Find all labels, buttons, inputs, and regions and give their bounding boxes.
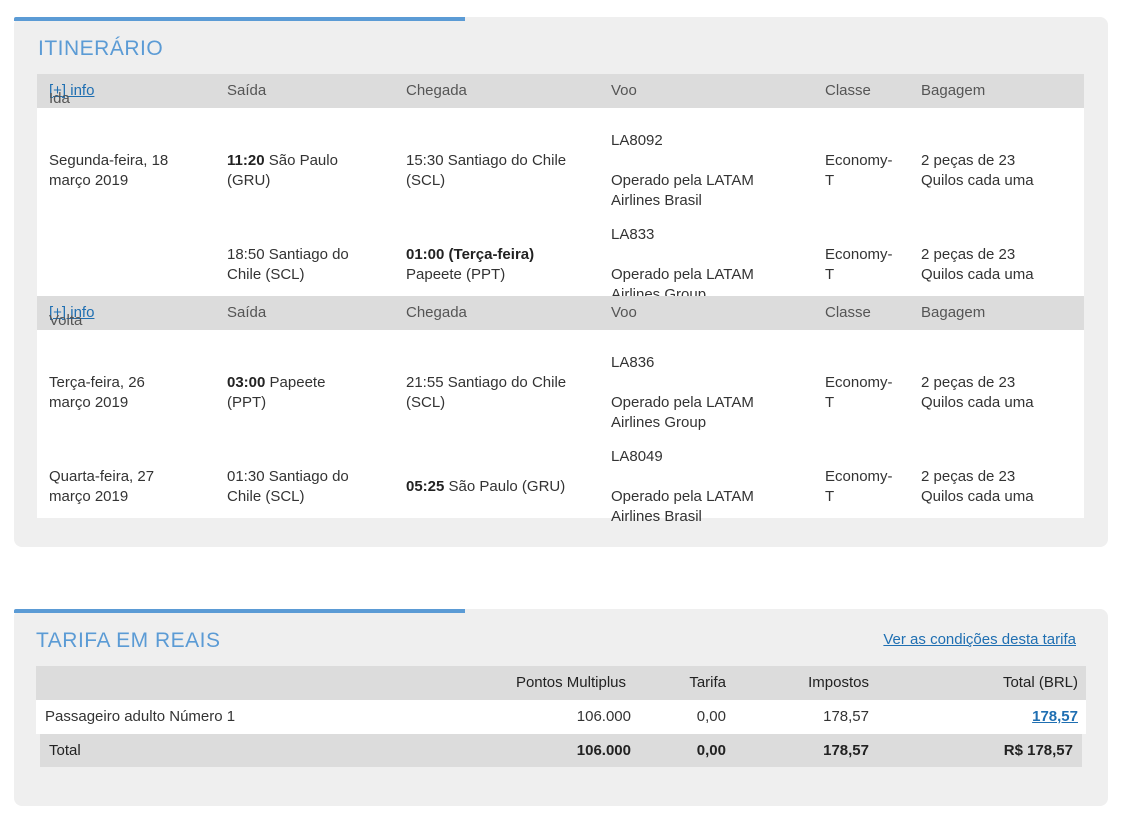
fare-table: Pontos Multiplus Tarifa Impostos Total (… [36, 666, 1086, 769]
total-taxes: 178,57 [823, 742, 869, 759]
fare-title: TARIFA EM REAIS [36, 629, 221, 652]
arrival-time: 01:00 (Terça-feira) [406, 246, 535, 263]
passenger-total-link[interactable]: 178,57 [1032, 708, 1078, 725]
flight-cell: LA836 Operado pela LATAM Airlines Group [611, 354, 754, 431]
departure-time: 11:20 [227, 152, 265, 169]
header-flight: Voo [611, 304, 637, 321]
outbound-header-row: Ida [+] info Saída Chegada Voo Classe Ba… [37, 74, 1084, 108]
total-amount: R$ 178,57 [1003, 742, 1073, 759]
passenger-row: Passageiro adulto Número 1 106.000 0,00 … [36, 700, 1086, 734]
header-fare: Tarifa [689, 674, 726, 691]
header-flight: Voo [611, 82, 637, 99]
arrival-cell: 01:00 (Terça-feira) Papeete (PPT) [406, 246, 535, 283]
fare-conditions-link[interactable]: Ver as condições desta tarifa [883, 631, 1076, 648]
flight-number: LA8049 [611, 448, 663, 465]
outbound-label: Ida [49, 90, 70, 107]
passenger-taxes: 178,57 [823, 708, 869, 725]
return-info-link[interactable]: [+] info [49, 304, 95, 321]
arrival-cell: 15:30 Santiago do Chile (SCL) [406, 152, 567, 189]
header-baggage: Bagagem [921, 82, 986, 99]
panel-accent-bar [14, 17, 465, 21]
flight-date: Terça-feira, 26 março 2019 [49, 374, 145, 411]
departure-cell: 11:20 São Paulo (GRU) [227, 152, 338, 189]
baggage-cell: 2 peças de 23 Quilos cada uma [921, 152, 1034, 189]
header-total: Total (BRL) [1002, 674, 1078, 691]
flight-number: LA836 [611, 354, 655, 371]
baggage-cell: 2 peças de 23 Quilos cada uma [921, 468, 1034, 505]
outbound-info-link[interactable]: [+] info [49, 82, 95, 99]
class-cell: Economy- T [825, 468, 893, 505]
panel-accent-bar [14, 609, 465, 613]
flight-date: Segunda-feira, 18 março 2019 [49, 152, 169, 189]
return-header-row: Volta [+] info Saída Chegada Voo Classe … [37, 296, 1084, 330]
flight-cell: LA8049 Operado pela LATAM Airlines Brasi… [611, 448, 754, 525]
itinerary-panel: ITINERÁRIO Ida [+] info Saída Chegada Vo… [14, 17, 1108, 547]
flight-number: LA8092 [611, 132, 663, 149]
flight-cell: LA833 Operado pela LATAM Airlines Group [611, 226, 754, 303]
departure-cell: 18:50 Santiago do Chile (SCL) [227, 246, 349, 283]
class-cell: Economy- T [825, 152, 893, 189]
total-points: 106.000 [576, 742, 631, 759]
header-points: Pontos Multiplus [515, 674, 626, 691]
header-taxes: Impostos [808, 674, 869, 691]
header-class: Classe [825, 82, 871, 99]
baggage-cell: 2 peças de 23 Quilos cada uma [921, 374, 1034, 411]
itinerary-title: ITINERÁRIO [38, 37, 164, 60]
header-arrival: Chegada [406, 304, 467, 321]
return-label: Volta [49, 312, 83, 329]
flight-cell: LA8092 Operado pela LATAM Airlines Brasi… [611, 132, 754, 209]
fare-header-row: Pontos Multiplus Tarifa Impostos Total (… [36, 666, 1086, 700]
total-fare: 0,00 [696, 742, 726, 759]
class-cell: Economy- T [825, 246, 893, 283]
itinerary-table: Ida [+] info Saída Chegada Voo Classe Ba… [37, 74, 1084, 525]
total-label: Total [49, 742, 81, 759]
class-cell: Economy- T [825, 374, 893, 411]
header-departure: Saída [227, 82, 267, 99]
departure-cell: 01:30 Santiago do Chile (SCL) [227, 468, 349, 505]
passenger-label: Passageiro adulto Número 1 [45, 708, 236, 725]
total-row: Total 106.000 0,00 178,57 R$ 178,57 [40, 734, 1082, 767]
passenger-fare: 0,00 [696, 708, 726, 725]
arrival-time: 05:25 [406, 478, 445, 495]
departure-cell: 03:00 Papeete (PPT) [227, 374, 326, 411]
arrival-cell: 05:25 São Paulo (GRU) [406, 478, 566, 495]
baggage-cell: 2 peças de 23 Quilos cada uma [921, 246, 1034, 283]
departure-time: 03:00 [227, 374, 266, 391]
arrival-cell: 21:55 Santiago do Chile (SCL) [406, 374, 567, 411]
flight-number: LA833 [611, 226, 655, 243]
fare-panel: TARIFA EM REAIS Ver as condições desta t… [14, 609, 1108, 806]
header-class: Classe [825, 304, 871, 321]
header-baggage: Bagagem [921, 304, 986, 321]
passenger-points: 106.000 [576, 708, 631, 725]
flight-date: Quarta-feira, 27 março 2019 [49, 468, 155, 505]
header-departure: Saída [227, 304, 267, 321]
header-arrival: Chegada [406, 82, 467, 99]
